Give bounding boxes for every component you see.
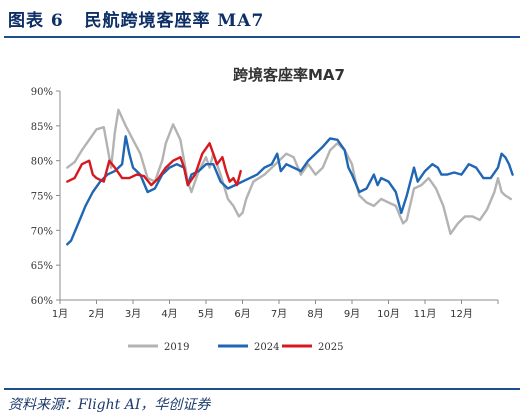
y-tick-label: 65% <box>31 261 53 272</box>
x-tick-label: 8月 <box>307 308 323 320</box>
x-tick-label: 11月 <box>414 308 437 320</box>
x-tick-label: 3月 <box>125 308 141 320</box>
x-tick-label: 2月 <box>88 308 104 320</box>
source-note: 资料来源：Flight AI，华创证券 <box>8 394 210 414</box>
x-tick-label: 10月 <box>377 308 400 320</box>
legend-label-2025: 2025 <box>318 342 343 353</box>
series-line-2025 <box>67 143 240 185</box>
legend-label-2019: 2019 <box>164 342 189 353</box>
x-tick-label: 12月 <box>450 308 473 320</box>
y-tick-label: 70% <box>31 226 53 237</box>
y-tick-label: 80% <box>31 157 53 168</box>
legend-label-2024: 2024 <box>254 342 279 353</box>
line-chart: 跨境客座率MA7 60% 65% 70% 75% 80% 85% 90% 1月 2月 3月 4月 5月 6… <box>0 0 524 388</box>
x-tick-label: 5月 <box>198 308 214 320</box>
footer-rule <box>4 388 520 390</box>
x-tick-label: 6月 <box>234 308 250 320</box>
x-tick-label: 7月 <box>271 308 287 320</box>
y-tick-label: 90% <box>31 87 53 98</box>
x-tick-label: 1月 <box>52 308 68 320</box>
x-tick-label: 4月 <box>161 308 177 320</box>
y-tick-label: 60% <box>31 296 53 307</box>
series-line-2024 <box>67 136 512 244</box>
x-tick-label: 9月 <box>344 308 360 320</box>
series-line-2019 <box>67 110 511 234</box>
chart-title: 跨境客座率MA7 <box>233 66 345 84</box>
y-tick-label: 85% <box>31 122 53 133</box>
y-tick-label: 75% <box>31 192 53 203</box>
